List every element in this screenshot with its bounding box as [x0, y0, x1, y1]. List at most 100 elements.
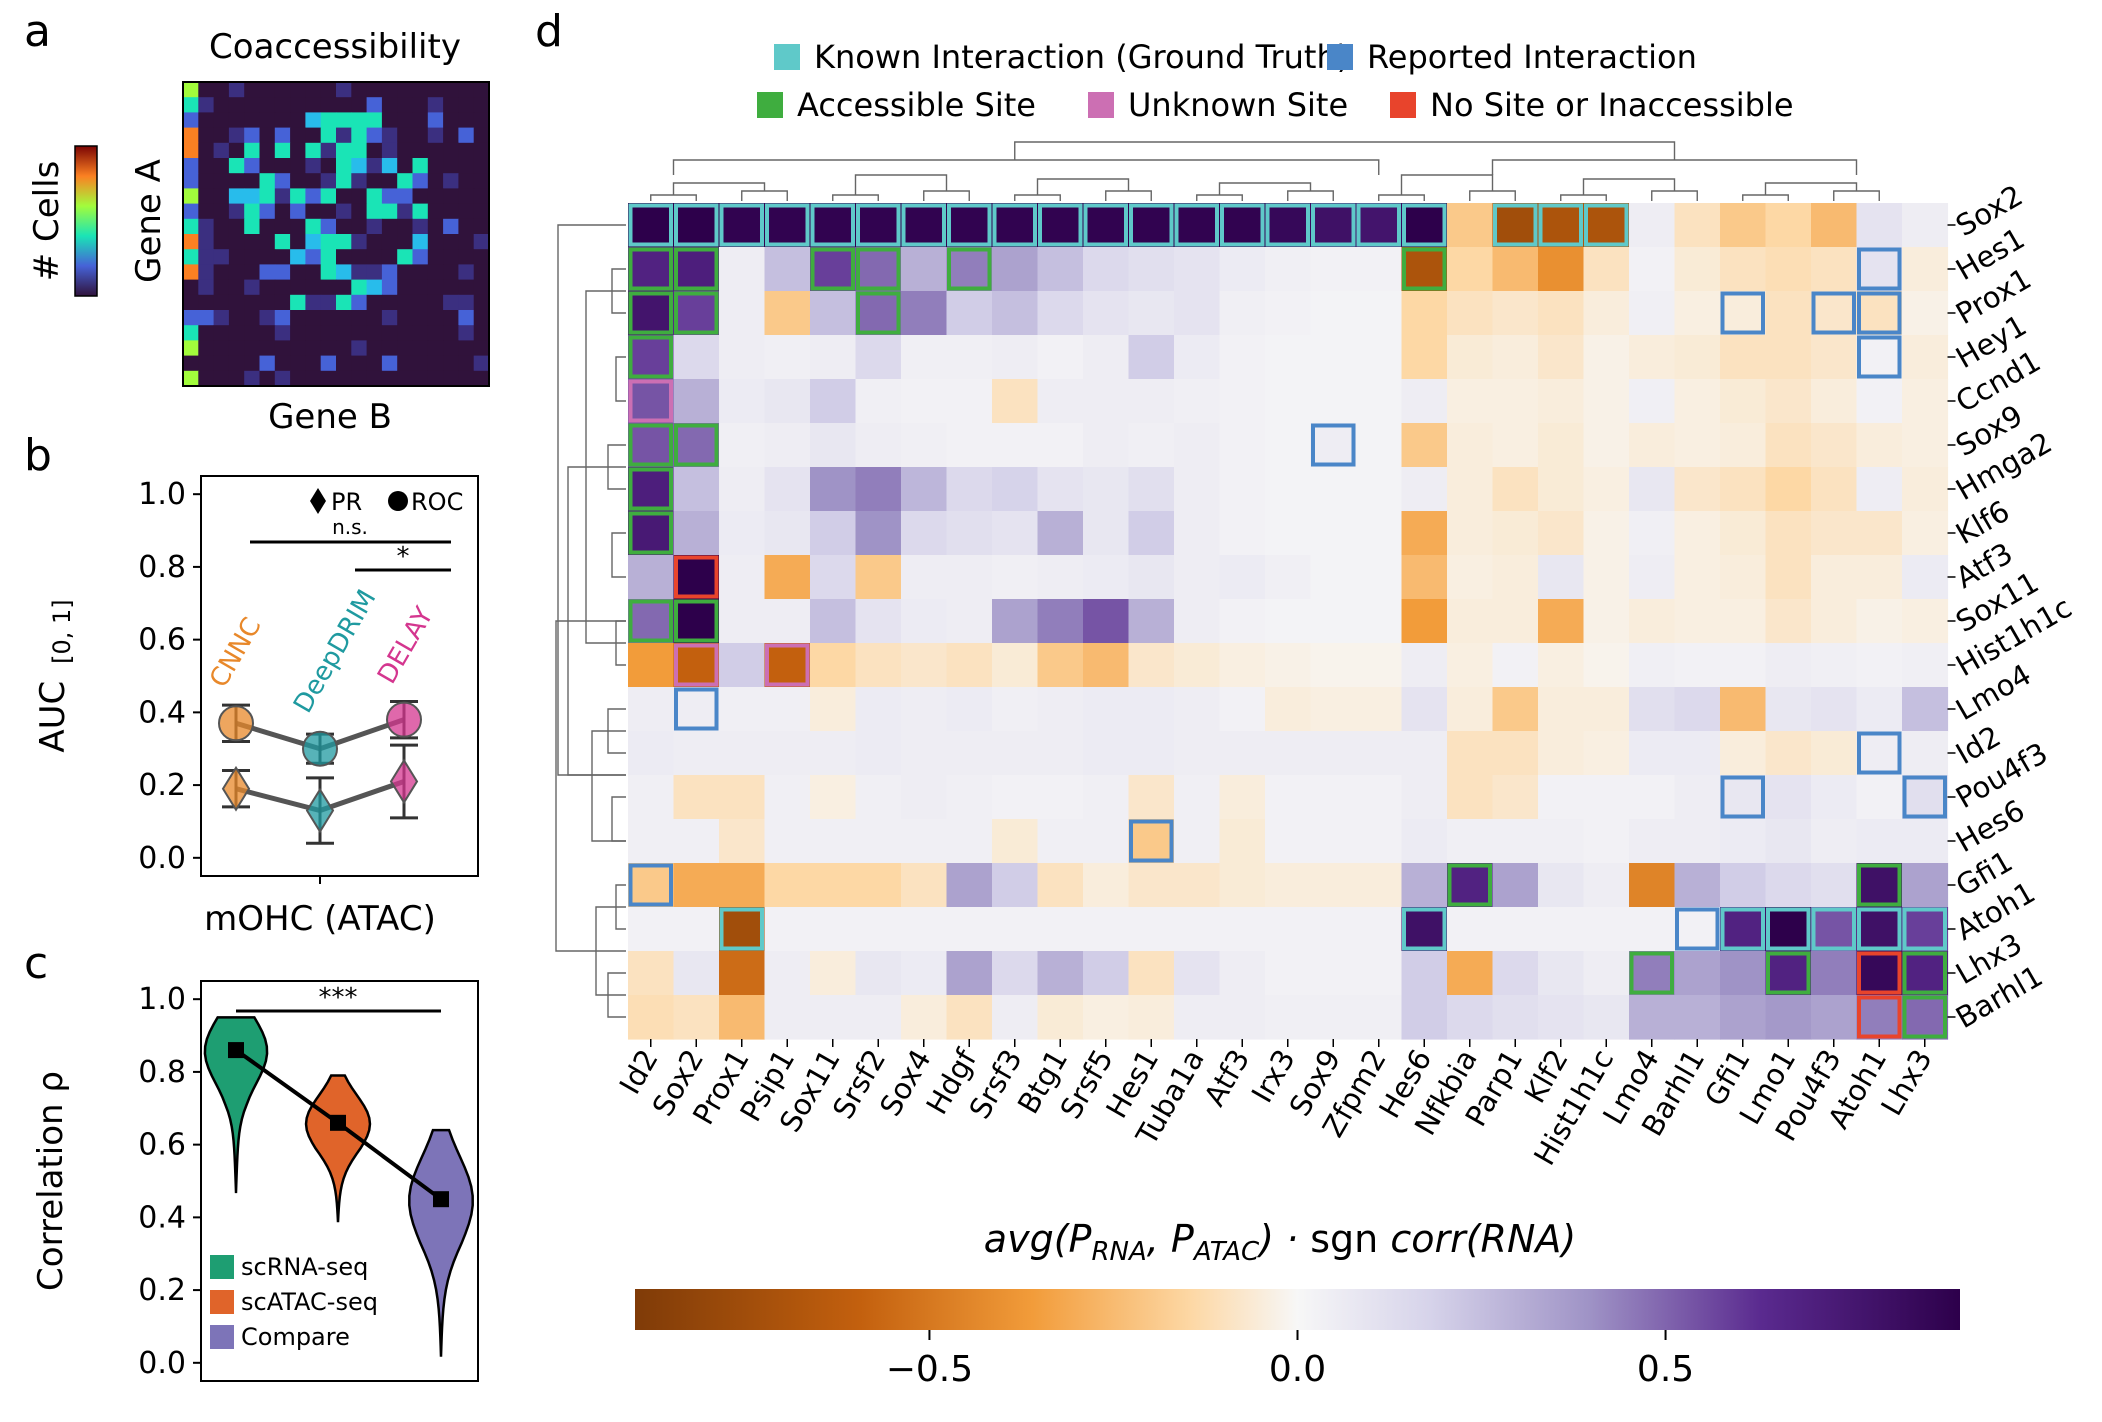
heat-cell — [628, 335, 675, 380]
heat-cell — [1629, 731, 1676, 776]
coacc-cell — [183, 264, 199, 281]
heat-cell — [764, 819, 811, 864]
heat-cell — [1720, 555, 1767, 600]
coacc-cell — [366, 279, 383, 296]
heat-cell — [901, 555, 948, 600]
heat-cell — [1629, 643, 1676, 688]
heat-cell — [1583, 907, 1630, 952]
coacc-cell — [412, 279, 429, 296]
panel-a-letter: a — [24, 6, 51, 57]
annotation-box — [1584, 203, 1629, 247]
coacc-cell — [397, 142, 413, 159]
heat-cell — [810, 467, 857, 512]
coacc-cell — [412, 112, 429, 129]
coacc-cell — [213, 82, 230, 98]
coacc-cell — [427, 325, 444, 341]
heat-cell — [1083, 511, 1130, 556]
heat-cell — [1902, 687, 1949, 732]
heat-cell — [1037, 291, 1084, 336]
coacc-cell — [443, 325, 459, 341]
coacc-cell — [274, 340, 291, 357]
heat-cell — [1674, 423, 1721, 468]
heat-cell — [1811, 291, 1858, 336]
heat-cell — [1037, 467, 1084, 512]
coacc-cell — [305, 310, 322, 326]
heat-cell — [1765, 599, 1812, 644]
coacc-cell — [351, 310, 368, 326]
coacc-cell — [290, 218, 306, 235]
panel-c-ytick-label: 1.0 — [138, 982, 186, 1017]
heat-cell — [1037, 511, 1084, 556]
heat-cell — [1629, 863, 1676, 908]
heat-cell — [1037, 775, 1084, 820]
heat-cell — [1583, 599, 1630, 644]
heat-cell — [1856, 247, 1903, 292]
heat-cell — [1583, 511, 1630, 556]
heat-cell — [1811, 511, 1858, 556]
sig-label-c: *** — [319, 983, 358, 1013]
heat-cell — [1401, 643, 1448, 688]
heat-cell — [1128, 775, 1175, 820]
coacc-cell — [274, 355, 291, 372]
coacc-cell — [198, 142, 215, 159]
coacc-cell — [198, 218, 215, 235]
heat-cell — [1538, 863, 1585, 908]
heat-cell — [673, 687, 720, 732]
heat-cell — [1174, 467, 1221, 512]
heat-cell — [673, 731, 720, 776]
heat-cell — [1037, 687, 1084, 732]
coacc-cell — [412, 218, 429, 235]
coacc-cell — [183, 97, 199, 113]
coacc-cell — [381, 173, 398, 189]
legend-label: No Site or Inaccessible — [1430, 86, 1794, 124]
coacc-cell — [320, 127, 337, 144]
coacc-cell — [412, 249, 429, 265]
heat-cell — [1219, 907, 1266, 952]
heat-cell — [673, 511, 720, 556]
heat-cell — [1037, 335, 1084, 380]
colorbar-tick-label: 0.5 — [1637, 1349, 1694, 1390]
dendro-link — [1287, 190, 1334, 201]
coaccessibility-heatmap — [183, 82, 490, 387]
heat-cell — [628, 291, 675, 336]
coacc-cell — [473, 340, 490, 357]
coacc-cell — [228, 112, 245, 129]
coacc-cell — [427, 279, 444, 296]
coacc-cell — [351, 355, 368, 372]
panel-b-ylabel-sub: [0, 1] — [48, 599, 76, 664]
heat-cell — [1856, 731, 1903, 776]
heat-cell — [1674, 775, 1721, 820]
panel-b-ytick-label: 0.6 — [138, 623, 186, 658]
coacc-cell — [336, 294, 352, 311]
heat-cell — [1401, 907, 1448, 952]
coacc-cell — [305, 127, 322, 144]
heat-cell — [1765, 819, 1812, 864]
heat-cell — [855, 379, 902, 424]
heat-cell — [1674, 511, 1721, 556]
heat-cell — [1447, 379, 1494, 424]
heat-cell — [855, 687, 902, 732]
coacc-cell — [336, 97, 352, 113]
coacc-cell — [336, 203, 352, 220]
heat-cell — [946, 335, 993, 380]
coacc-cell — [397, 173, 413, 189]
coacc-cell — [305, 112, 322, 129]
dendro-link — [741, 190, 788, 201]
coacc-cell — [473, 158, 490, 174]
coacc-cell — [412, 203, 429, 220]
coacc-cell — [213, 218, 230, 235]
heat-cell — [1083, 379, 1130, 424]
coacc-cell — [336, 112, 352, 129]
heat-cell — [1856, 863, 1903, 908]
heat-cell — [719, 775, 766, 820]
heat-cell — [810, 907, 857, 952]
heat-cell — [1356, 951, 1403, 996]
heat-cell — [1583, 775, 1630, 820]
coacc-cell — [366, 82, 383, 98]
heat-cell — [1401, 335, 1448, 380]
coacc-cell — [427, 97, 444, 113]
heat-cell — [1674, 907, 1721, 952]
heat-cell — [1765, 995, 1812, 1040]
panel-b-ytick-label: 0.0 — [138, 841, 186, 876]
heat-cell — [1128, 555, 1175, 600]
